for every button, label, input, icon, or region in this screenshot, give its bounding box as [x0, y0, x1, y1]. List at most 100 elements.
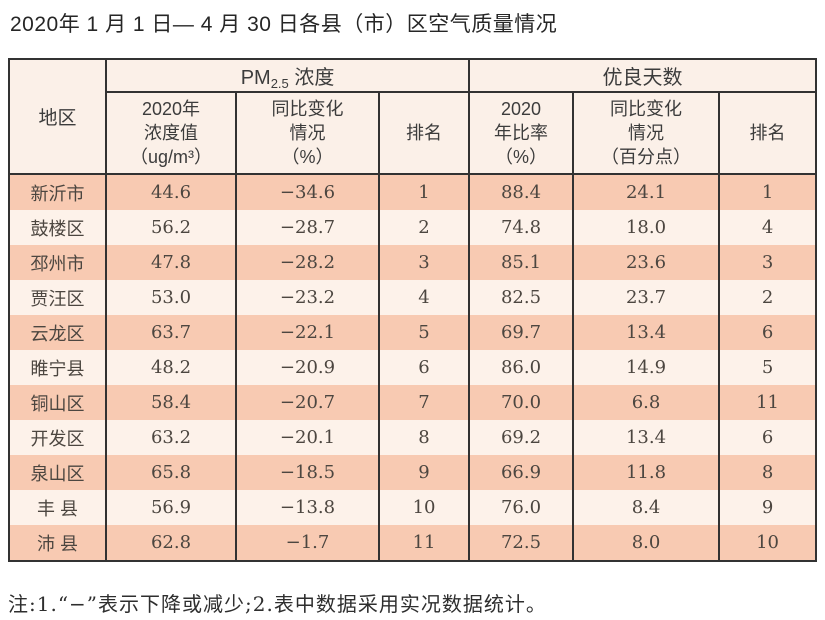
- pm-change-cell: −13.8: [235, 490, 380, 525]
- days-change-cell: 14.9: [572, 350, 721, 385]
- table-body: 新沂市 44.6 −34.6 1 88.4 24.1 1 鼓楼区 56.2 −2…: [8, 174, 818, 561]
- table-row: 云龙区 63.7 −22.1 5 69.7 13.4 6: [8, 315, 818, 350]
- pm-rank-cell: 4: [377, 280, 471, 315]
- column-header-region: 地区: [8, 58, 107, 175]
- column-header-days-rank: 排名: [718, 91, 818, 175]
- table-row: 新沂市 44.6 −34.6 1 88.4 24.1 1: [8, 174, 818, 210]
- pm-change-cell: −28.7: [235, 210, 380, 245]
- days-rate-cell: 66.9: [468, 455, 575, 490]
- pm-value-cell: 63.2: [105, 420, 237, 455]
- table-row: 沛 县 62.8 −1.7 11 72.5 8.0 10: [8, 525, 818, 561]
- group-header-pm25: PM2.5 浓度: [104, 58, 471, 93]
- days-rate-cell: 88.4: [468, 174, 575, 210]
- pm-value-cell: 58.4: [105, 385, 237, 420]
- days-rate-cell: 69.2: [468, 420, 575, 455]
- pm-rank-cell: 3: [377, 245, 471, 280]
- pm-rank-cell: 10: [377, 490, 471, 525]
- pm-change-cell: −22.1: [235, 315, 380, 350]
- days-rank-cell: 3: [718, 245, 818, 280]
- pm-change-cell: −1.7: [235, 525, 380, 561]
- region-name: 开发区: [8, 420, 107, 455]
- pm-change-cell: −28.2: [235, 245, 380, 280]
- pm-value-cell: 47.8: [105, 245, 237, 280]
- days-change-cell: 23.6: [572, 245, 721, 280]
- days-rate-cell: 76.0: [468, 490, 575, 525]
- table-row: 丰 县 56.9 −13.8 10 76.0 8.4 9: [8, 490, 818, 525]
- pm-rank-cell: 2: [377, 210, 471, 245]
- table-row: 贾汪区 53.0 −23.2 4 82.5 23.7 2: [8, 280, 818, 315]
- pm-change-cell: −20.1: [235, 420, 380, 455]
- days-rank-cell: 10: [718, 525, 818, 561]
- region-name: 铜山区: [8, 385, 107, 420]
- days-rank-cell: 9: [718, 490, 818, 525]
- days-rank-cell: 1: [718, 174, 818, 210]
- days-change-cell: 6.8: [572, 385, 721, 420]
- pm-value-cell: 48.2: [105, 350, 237, 385]
- days-change-cell: 8.4: [572, 490, 721, 525]
- pm-value-cell: 56.2: [105, 210, 237, 245]
- table-row: 泉山区 65.8 −18.5 9 66.9 11.8 8: [8, 455, 818, 490]
- days-rate-cell: 86.0: [468, 350, 575, 385]
- region-name: 新沂市: [8, 174, 107, 210]
- days-change-cell: 13.4: [572, 420, 721, 455]
- days-rate-cell: 70.0: [468, 385, 575, 420]
- pm-rank-cell: 6: [377, 350, 471, 385]
- pm-rank-cell: 11: [377, 525, 471, 561]
- table-row: 铜山区 58.4 −20.7 7 70.0 6.8 11: [8, 385, 818, 420]
- days-rank-cell: 6: [718, 315, 818, 350]
- days-rank-cell: 8: [718, 455, 818, 490]
- region-name: 云龙区: [8, 315, 107, 350]
- pm25-label-suffix: 浓度: [288, 66, 335, 89]
- sub-header-row: 2020年 浓度值 （ug/m³） 同比变化 情况 （%） 排名 2020 年比…: [9, 91, 818, 175]
- column-header-days-change: 同比变化 情况 （百分点）: [572, 91, 721, 175]
- region-name: 沛 县: [8, 525, 107, 561]
- days-rank-cell: 4: [718, 210, 818, 245]
- table-row: 睢宁县 48.2 −20.9 6 86.0 14.9 5: [8, 350, 818, 385]
- pm-value-cell: 65.8: [105, 455, 237, 490]
- days-change-cell: 18.0: [572, 210, 721, 245]
- pm25-label-subscript: 2.5: [270, 75, 289, 91]
- pm25-label-prefix: PM: [240, 66, 271, 89]
- footnote: 注:1.“−”表示下降或减少;2.表中数据采用实况数据统计。: [8, 592, 547, 616]
- pm-rank-cell: 7: [377, 385, 471, 420]
- pm-rank-cell: 1: [377, 174, 471, 210]
- pm-rank-cell: 5: [377, 315, 471, 350]
- pm-rank-cell: 9: [377, 455, 471, 490]
- region-name: 鼓楼区: [8, 210, 107, 245]
- region-name: 泉山区: [8, 455, 107, 490]
- days-change-cell: 11.8: [572, 455, 721, 490]
- table-row: 鼓楼区 56.2 −28.7 2 74.8 18.0 4: [8, 210, 818, 245]
- days-rank-cell: 6: [718, 420, 818, 455]
- pm-change-cell: −23.2: [235, 280, 380, 315]
- pm-change-cell: −20.7: [235, 385, 380, 420]
- pm-change-cell: −18.5: [235, 455, 380, 490]
- days-change-cell: 13.4: [572, 315, 721, 350]
- days-change-cell: 24.1: [572, 174, 721, 210]
- table-header: 地区 PM2.5 浓度 优良天数 2020年 浓度值 （ug/m³） 同比变化 …: [8, 58, 818, 175]
- pm-value-cell: 56.9: [105, 490, 237, 525]
- days-change-cell: 8.0: [572, 525, 721, 561]
- air-quality-table: 地区 PM2.5 浓度 优良天数 2020年 浓度值 （ug/m³） 同比变化 …: [8, 58, 818, 562]
- days-rate-cell: 74.8: [468, 210, 575, 245]
- column-header-pm-rank: 排名: [377, 91, 471, 175]
- days-rate-cell: 82.5: [468, 280, 575, 315]
- region-name: 丰 县: [8, 490, 107, 525]
- days-rank-cell: 5: [718, 350, 818, 385]
- pm-value-cell: 44.6: [105, 174, 237, 210]
- days-rate-cell: 72.5: [468, 525, 575, 561]
- days-change-cell: 23.7: [572, 280, 721, 315]
- group-header-row: 地区 PM2.5 浓度 优良天数: [8, 58, 818, 175]
- region-name: 睢宁县: [8, 350, 107, 385]
- days-rank-cell: 2: [718, 280, 818, 315]
- column-header-days-rate: 2020 年比率 （%）: [468, 91, 575, 175]
- table-row: 开发区 63.2 −20.1 8 69.2 13.4 6: [8, 420, 818, 455]
- pm-change-cell: −34.6: [235, 174, 380, 210]
- pm-value-cell: 63.7: [105, 315, 237, 350]
- days-rank-cell: 11: [718, 385, 818, 420]
- region-name: 贾汪区: [8, 280, 107, 315]
- days-rate-cell: 69.7: [468, 315, 575, 350]
- column-header-pm-value: 2020年 浓度值 （ug/m³）: [105, 91, 237, 175]
- pm-value-cell: 53.0: [105, 280, 237, 315]
- region-name: 邳州市: [8, 245, 107, 280]
